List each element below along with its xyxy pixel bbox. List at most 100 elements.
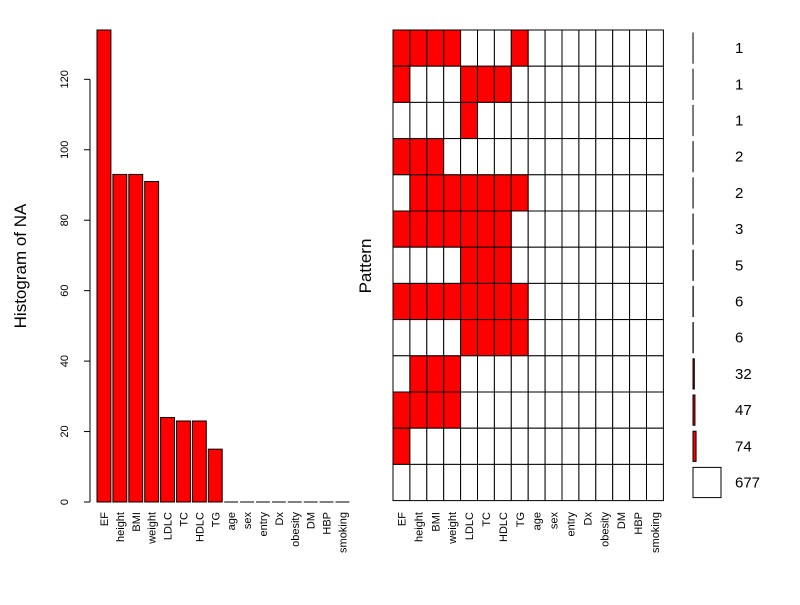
pattern-cell — [562, 356, 579, 392]
pattern-cell — [393, 464, 410, 500]
frequency-bar — [693, 395, 695, 425]
pattern-cell — [579, 464, 596, 500]
pattern-cell — [393, 356, 410, 392]
pattern-cell — [613, 428, 630, 464]
pattern-cell — [528, 356, 545, 392]
pattern-cell — [562, 247, 579, 283]
pattern-cell — [528, 392, 545, 428]
pattern-cell — [613, 464, 630, 500]
pattern-cell — [647, 211, 664, 247]
pattern-cell — [393, 102, 410, 138]
pattern-cell — [579, 247, 596, 283]
pattern-cell — [596, 392, 613, 428]
pattern-cell — [579, 102, 596, 138]
column-label: BMI — [430, 512, 442, 532]
pattern-cell — [444, 211, 461, 247]
pattern-cell — [478, 283, 495, 319]
pattern-cell — [562, 211, 579, 247]
pattern-cell — [579, 175, 596, 211]
pattern-cell — [427, 211, 444, 247]
pattern-cell — [494, 392, 511, 428]
frequency-label: 3 — [735, 221, 743, 238]
frequency-label: 5 — [735, 257, 743, 274]
pattern-cell — [647, 428, 664, 464]
pattern-cell — [579, 211, 596, 247]
pattern-cell — [613, 139, 630, 175]
pattern-cell — [596, 247, 613, 283]
pattern-cell — [427, 139, 444, 175]
pattern-cell — [410, 320, 427, 356]
column-label: sex — [549, 512, 561, 530]
pattern-cell — [579, 30, 596, 66]
pattern-cell — [511, 392, 528, 428]
frequency-bar — [693, 431, 696, 461]
pattern-cell — [596, 175, 613, 211]
pattern-cell — [511, 175, 528, 211]
pattern-cell — [461, 139, 478, 175]
pattern-cell — [647, 175, 664, 211]
pattern-cell — [511, 428, 528, 464]
pattern-cell — [630, 211, 647, 247]
pattern-cell — [613, 30, 630, 66]
pattern-cell — [630, 283, 647, 319]
column-label: DM — [616, 512, 628, 529]
pattern-cell — [630, 247, 647, 283]
category-label: height — [115, 512, 127, 542]
pattern-cell — [545, 464, 562, 500]
pattern-cell — [579, 392, 596, 428]
pattern-cell — [528, 102, 545, 138]
pattern-cell — [596, 66, 613, 102]
pattern-cell — [528, 211, 545, 247]
pattern-cell — [579, 66, 596, 102]
pattern-cell — [461, 175, 478, 211]
pattern-cell — [613, 356, 630, 392]
pattern-cell — [630, 428, 647, 464]
pattern-cell — [461, 464, 478, 500]
pattern-cell — [410, 428, 427, 464]
pattern-cell — [461, 428, 478, 464]
pattern-cell — [562, 175, 579, 211]
pattern-cell — [461, 211, 478, 247]
pattern-cell — [478, 102, 495, 138]
pattern-cell — [579, 283, 596, 319]
pattern-cell — [494, 66, 511, 102]
pattern-cell — [647, 356, 664, 392]
category-label: TG — [210, 512, 222, 527]
frequency-label: 32 — [735, 366, 752, 383]
category-label: BMI — [131, 512, 143, 532]
category-label: weight — [147, 512, 159, 545]
pattern-cell — [410, 139, 427, 175]
column-label: weight — [447, 512, 459, 545]
pattern-cell — [393, 283, 410, 319]
y-axis-label: Histogram of NA — [11, 203, 30, 328]
pattern-cell — [545, 428, 562, 464]
category-label: DM — [306, 512, 318, 529]
pattern-cell — [393, 30, 410, 66]
pattern-cell — [461, 356, 478, 392]
pattern-cell — [427, 66, 444, 102]
pattern-cell — [511, 102, 528, 138]
pattern-cell — [478, 392, 495, 428]
pattern-cell — [579, 356, 596, 392]
pattern-cell — [461, 66, 478, 102]
frequency-label: 6 — [735, 330, 743, 347]
column-label: HBP — [633, 512, 645, 535]
pattern-cell — [444, 283, 461, 319]
pattern-cell — [461, 102, 478, 138]
pattern-cell — [427, 102, 444, 138]
pattern-cell — [427, 175, 444, 211]
bar — [208, 449, 222, 502]
pattern-cell — [596, 356, 613, 392]
pattern-cell — [562, 66, 579, 102]
pattern-cell — [478, 247, 495, 283]
pattern-cell — [562, 392, 579, 428]
pattern-cell — [461, 320, 478, 356]
pattern-cell — [427, 356, 444, 392]
pattern-cell — [410, 30, 427, 66]
pattern-cell — [545, 283, 562, 319]
y-tick-label: 80 — [59, 214, 71, 226]
column-label: Dx — [582, 512, 594, 526]
pattern-cell — [562, 428, 579, 464]
pattern-cell — [444, 247, 461, 283]
